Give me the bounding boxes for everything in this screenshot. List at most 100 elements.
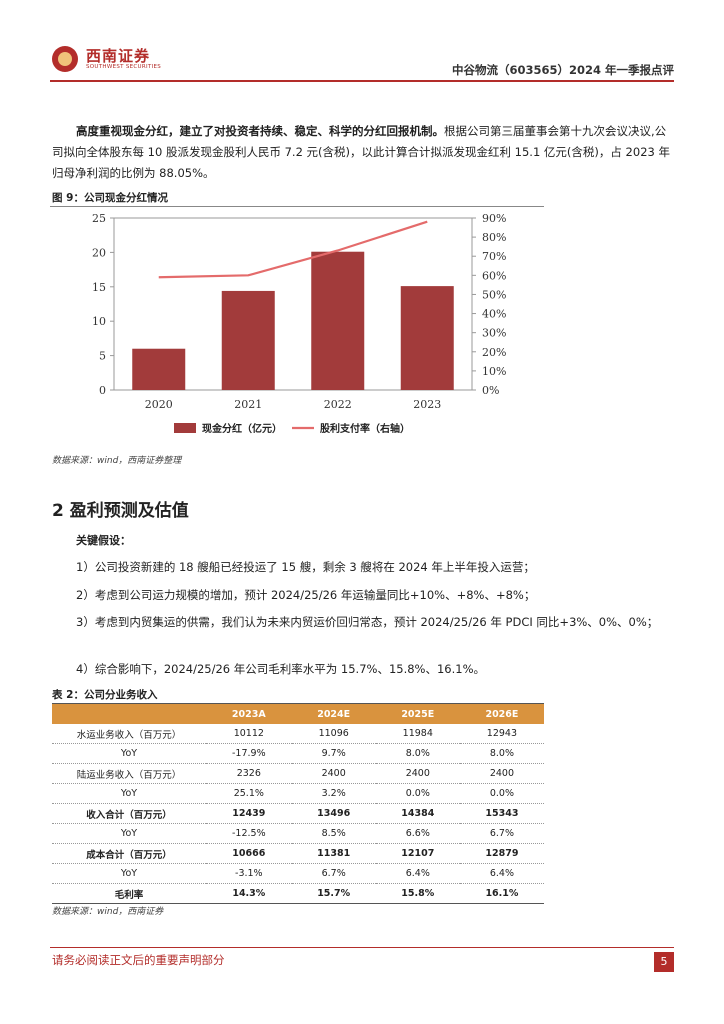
table-cell: -3.1% <box>206 863 292 884</box>
table-cell: 16.1% <box>459 883 544 904</box>
y-right-tick-label: 80% <box>482 231 506 244</box>
y-left-tick-label: 15 <box>92 281 106 294</box>
assumption-item: 3）考虑到内贸集运的供需，我们认为未来内贸运价回归常态，预计 2024/25/2… <box>76 615 659 629</box>
bar-dividend <box>132 348 186 390</box>
table-cell: -12.5% <box>206 823 292 844</box>
table-cell: 8.5% <box>291 823 376 844</box>
table-row: 成本合计（百万元） 10666 11381 12107 12879 <box>52 843 544 864</box>
assumptions-heading: 关键假设： <box>76 534 131 547</box>
intro-paragraph: 高度重视现金分红，建立了对投资者持续、稳定、科学的分红回报机制。根据公司第三届董… <box>52 121 672 184</box>
row-label: YoY <box>52 823 206 844</box>
logo-subtitle: SOUTHWEST SECURITIES <box>86 64 162 70</box>
table-row: YoY -3.1% 6.7% 6.4% 6.4% <box>52 863 544 884</box>
table-cell: 11381 <box>291 843 376 864</box>
table-header-cell <box>52 704 206 724</box>
row-label: 水运业务收入（百万元） <box>52 724 206 744</box>
table-cell: 2326 <box>206 763 292 784</box>
section-title: 2 盈利预测及估值 <box>52 501 189 521</box>
y-left-tick-label: 20 <box>92 246 106 259</box>
table-cell: 14.3% <box>206 883 292 904</box>
table-header-cell: 2026E <box>459 704 544 724</box>
figure-title-divider <box>50 206 544 207</box>
table-header-cell: 2023A <box>206 704 292 724</box>
y-right-tick-label: 60% <box>482 269 506 282</box>
table-cell: 13496 <box>291 803 376 824</box>
figure-title: 图 9：公司现金分红情况 <box>52 192 168 204</box>
table-cell: 6.6% <box>375 823 460 844</box>
line-payout-ratio <box>158 220 428 279</box>
table-cell: 12943 <box>459 724 544 744</box>
row-label: YoY <box>52 863 206 884</box>
logo-icon <box>52 46 78 72</box>
table-row: YoY -12.5% 8.5% 6.6% 6.7% <box>52 823 544 844</box>
table-source: 数据来源：wind，西南证券 <box>52 907 164 917</box>
table-cell: 6.7% <box>459 823 544 844</box>
y-left-tick-label: 10 <box>92 315 106 328</box>
row-label: 陆运业务收入（百万元） <box>52 763 206 784</box>
table-row: 毛利率 14.3% 15.7% 15.8% 16.1% <box>52 883 544 904</box>
footer-disclaimer: 请务必阅读正文后的重要声明部分 <box>52 953 225 967</box>
legend-label-bar: 现金分红（亿元） <box>202 422 282 435</box>
table-cell: 15.7% <box>291 883 376 904</box>
plot-frame <box>113 217 473 391</box>
x-tick-label: 2020 <box>145 398 173 411</box>
table-cell: 12879 <box>459 843 544 864</box>
x-tick-label: 2022 <box>324 398 352 411</box>
table-top-rule <box>52 703 544 704</box>
y-right-tick-label: 50% <box>482 288 506 301</box>
y-right-tick-label: 70% <box>482 250 506 263</box>
bar-dividend <box>311 251 365 390</box>
y-right-tick-label: 40% <box>482 308 506 321</box>
row-label: 收入合计（百万元） <box>52 803 206 824</box>
row-label: YoY <box>52 743 206 764</box>
logo-name: 西南证券 <box>86 47 151 65</box>
table-cell: 8.0% <box>459 743 544 764</box>
x-tick-label: 2021 <box>234 398 262 411</box>
y-right-tick-label: 20% <box>482 346 506 359</box>
table-cell: 14384 <box>375 803 460 824</box>
table-cell: 8.0% <box>375 743 460 764</box>
assumption-item: 1）公司投资新建的 18 艘船已经投运了 15 艘，剩余 3 艘将在 2024 … <box>76 560 535 574</box>
table-row: 陆运业务收入（百万元） 2326 2400 2400 2400 <box>52 763 544 784</box>
table-header-cell: 2024E <box>291 704 376 724</box>
table-cell: 10666 <box>206 843 292 864</box>
row-label: 成本合计（百万元） <box>52 843 206 864</box>
legend-label-line: 股利支付率（右轴） <box>320 422 410 435</box>
table-row: 水运业务收入（百万元） 10112 11096 11984 12943 <box>52 724 544 744</box>
y-right-tick-label: 0% <box>482 384 499 397</box>
table-row: YoY -17.9% 9.7% 8.0% 8.0% <box>52 743 544 764</box>
table-cell: 0.0% <box>375 783 460 804</box>
table-cell: 11984 <box>375 724 460 744</box>
report-title: 中谷物流（603565）2024 年一季报点评 <box>451 63 674 77</box>
table-cell: 3.2% <box>291 783 376 804</box>
header-divider <box>50 80 674 82</box>
revenue-table: 2023A 2024E 2025E 2026E 水运业务收入（百万元） 10112… <box>52 704 544 904</box>
table-title: 表 2：公司分业务收入 <box>52 689 158 701</box>
table-cell: 15.8% <box>375 883 460 904</box>
table-cell: 6.4% <box>375 863 460 884</box>
table-cell: 2400 <box>291 763 376 784</box>
footer-divider <box>50 947 674 948</box>
table-cell: 11096 <box>291 724 376 744</box>
table-cell: 2400 <box>459 763 544 784</box>
table-cell: 12107 <box>375 843 460 864</box>
page-number: 5 <box>654 952 674 972</box>
bar-dividend <box>400 286 454 390</box>
intro-bold: 高度重视现金分红，建立了对投资者持续、稳定、科学的分红回报机制。 <box>76 124 444 138</box>
table-cell: 6.7% <box>291 863 376 884</box>
assumption-item: 4）综合影响下，2024/25/26 年公司毛利率水平为 15.7%、15.8%… <box>76 662 486 676</box>
table-cell: 10112 <box>206 724 292 744</box>
table-cell: -17.9% <box>206 743 292 764</box>
figure-source: 数据来源：wind，西南证券整理 <box>52 456 182 466</box>
row-label: YoY <box>52 783 206 804</box>
y-right-tick-label: 90% <box>482 212 506 225</box>
y-right-tick-label: 10% <box>482 365 506 378</box>
bar-dividend <box>221 290 275 390</box>
table-cell: 9.7% <box>291 743 376 764</box>
intro-text: 根据公司第三届董事会第十九次会议决议,公司拟向全体股东每 10 股派发现金股利人… <box>52 124 670 180</box>
table-cell: 15343 <box>459 803 544 824</box>
table-row: YoY 25.1% 3.2% 0.0% 0.0% <box>52 783 544 804</box>
row-label: 毛利率 <box>52 883 206 904</box>
assumption-item: 2）考虑到公司运力规模的增加，预计 2024/25/26 年运输量同比+10%、… <box>76 588 536 602</box>
table-header-cell: 2025E <box>375 704 460 724</box>
